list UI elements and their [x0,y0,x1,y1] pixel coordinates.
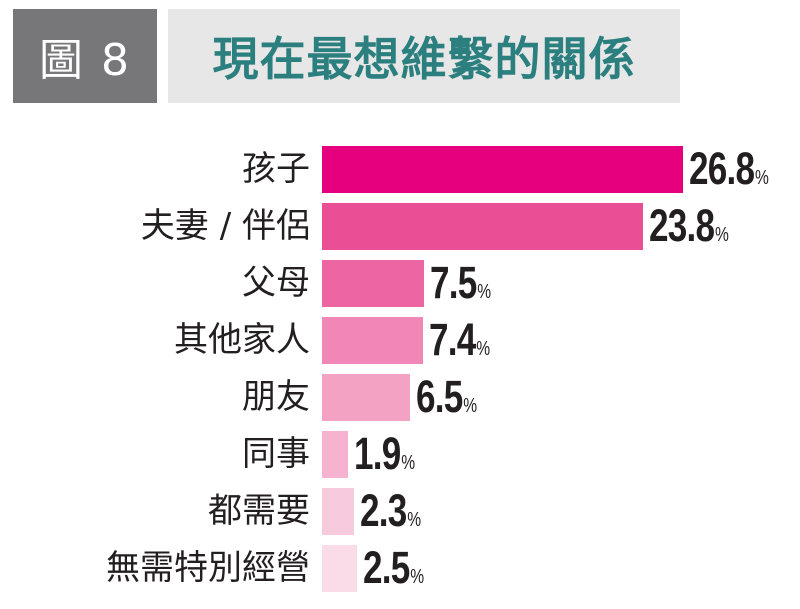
bar [322,317,423,364]
value-label: 1.9% [354,428,416,479]
value-label: 26.8% [689,143,769,194]
category-label: 孩子 [242,149,310,189]
bar-row: 無需特別經營 2.5% [0,542,800,593]
bar-row: 夫妻 / 伴侶 23.8% [0,200,800,251]
figure-number-badge: 圖 8 [13,9,157,103]
category-label: 朋友 [242,377,310,417]
category-label: 無需特別經營 [106,548,310,588]
value-label: 2.3% [360,485,422,536]
bar-row: 孩子 26.8% [0,143,800,194]
chart-title: 現在最想維繫的關係 [212,32,636,86]
chart-title-banner: 現在最想維繫的關係 [168,9,680,103]
category-label: 父母 [242,263,310,303]
category-label: 其他家人 [174,320,310,360]
bar-row: 父母 7.5% [0,257,800,308]
bar [322,146,683,193]
value-label: 7.5% [430,257,492,308]
bar-row: 其他家人 7.4% [0,314,800,365]
value-label: 23.8% [649,200,729,251]
bar-row: 同事 1.9% [0,428,800,479]
value-label: 7.4% [429,314,491,365]
bar [322,260,424,307]
bar [322,203,643,250]
bar [322,545,357,592]
bar [322,431,348,478]
category-label: 同事 [242,434,310,474]
value-label: 2.5% [363,542,425,593]
bar [322,488,354,535]
bar-row: 都需要 2.3% [0,485,800,536]
bar [322,374,410,421]
category-label: 夫妻 / 伴侶 [140,206,310,246]
value-label: 6.5% [416,371,478,422]
bar-row: 朋友 6.5% [0,371,800,422]
category-label: 都需要 [208,491,310,531]
figure-label: 圖 8 [39,35,131,86]
